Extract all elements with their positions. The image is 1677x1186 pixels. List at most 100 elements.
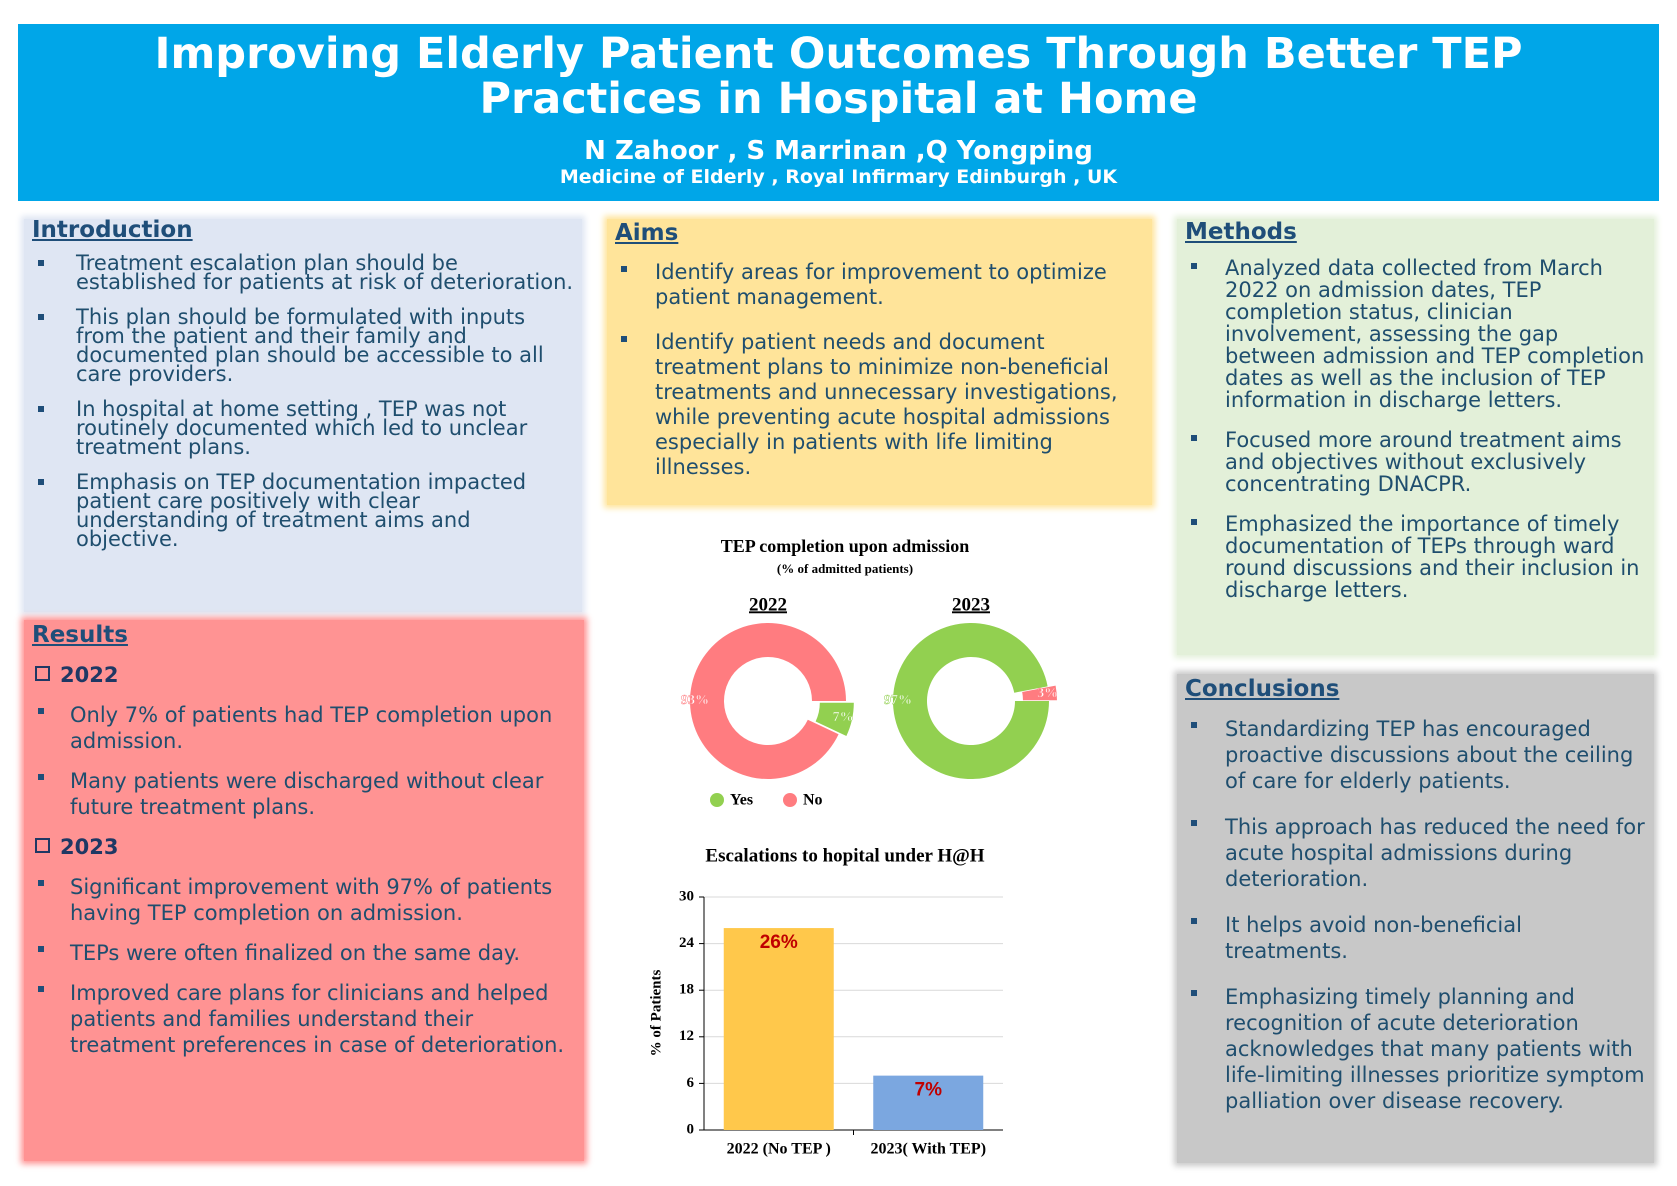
charts: TEP completion upon admission (% of admit… — [648, 536, 1058, 1158]
bullet-marker — [1191, 918, 1197, 924]
bullet-marker — [38, 880, 44, 886]
year-text: 2023 — [60, 835, 119, 859]
bullet-text: It helps avoid non-beneficial treatments… — [1225, 913, 1522, 963]
bullet-marker — [38, 406, 44, 412]
legend-label: Yes — [730, 792, 753, 809]
y-axis-label: % of Patients — [648, 970, 664, 1057]
bullet-item: Only 7% of patients had TEP completion u… — [32, 702, 576, 754]
bullet-text: Only 7% of patients had TEP completion u… — [70, 703, 553, 753]
bullet-text: This approach has reduced the need for a… — [1225, 815, 1645, 891]
checkbox-marker — [35, 838, 50, 853]
aims-panel: Aims Identify areas for improvement to op… — [607, 219, 1152, 505]
bullet-marker — [38, 986, 44, 992]
chart-subtitle: (% of admitted patients) — [777, 561, 913, 576]
bullet-text: This plan should be formulated with inpu… — [76, 305, 544, 386]
bar — [873, 1075, 984, 1130]
donut-value-label: 97% — [884, 693, 912, 708]
bullet-item: Treatment escalation plan should be esta… — [32, 251, 574, 294]
bullet-item: This plan should be formulated with inpu… — [32, 305, 574, 386]
year-heading: 2022 — [32, 662, 576, 688]
bullet-marker — [38, 260, 44, 266]
bullet-item: TEPs were often finalized on the same da… — [32, 940, 576, 966]
bullet-text: Emphasized the importance of timely docu… — [1225, 512, 1640, 602]
x-tick-label: 2022 (No TEP ) — [727, 1141, 831, 1158]
bullet-text: Analyzed data collected from March 2022 … — [1225, 256, 1645, 412]
bullet-item: Focused more around treatment aims and o… — [1185, 429, 1646, 495]
donut-slice — [815, 702, 854, 736]
bullet-item: Emphasizing timely planning and recognit… — [1185, 984, 1646, 1114]
bullet-marker — [1191, 435, 1197, 441]
donut-value-label: 7% — [833, 710, 854, 725]
bullet-marker — [38, 774, 44, 780]
bullet-text: Standardizing TEP has encouraged proacti… — [1225, 717, 1634, 793]
bar — [723, 928, 834, 1130]
y-tick-label: 0 — [687, 1121, 695, 1137]
chart-title: Escalations to hopital under H@H — [705, 845, 984, 866]
bullet-text: In hospital at home setting , TEP was no… — [76, 397, 528, 459]
donut-slice — [1022, 685, 1057, 701]
bullet-marker — [1191, 990, 1197, 996]
bullet-text: Emphasizing timely planning and recognit… — [1225, 985, 1645, 1113]
checkbox-marker — [35, 666, 50, 681]
introduction-panel: Introduction Treatment escalation plan sh… — [24, 219, 582, 612]
bullet-text: Focused more around treatment aims and o… — [1225, 428, 1622, 496]
year-text: 2022 — [60, 663, 119, 687]
title: Improving Elderly Patient Outcomes Throu… — [154, 29, 1523, 124]
bullet-marker — [621, 336, 627, 342]
header: Improving Elderly Patient Outcomes Throu… — [18, 24, 1659, 201]
bar-value-label: 26% — [760, 932, 798, 953]
donut-slice — [690, 622, 846, 779]
bullet-marker — [621, 266, 627, 272]
bullet-text: Significant improvement with 97% of pati… — [70, 875, 553, 925]
bullet-text: Treatment escalation plan should be esta… — [76, 251, 574, 294]
donut-value-label: 93% — [681, 693, 709, 708]
y-tick-label: 6 — [687, 1075, 695, 1091]
bullet-marker — [1191, 263, 1197, 269]
bullet-marker — [1191, 820, 1197, 826]
bullet-marker — [38, 314, 44, 320]
bullet-item: Standardizing TEP has encouraged proacti… — [1185, 716, 1646, 794]
authors: N Zahoor , S Marrinan ,Q Yongping — [584, 136, 1093, 166]
donut-year-label: 2023 — [952, 594, 990, 615]
section-heading: Results — [32, 622, 128, 648]
bullet-item: Many patients were discharged without cl… — [32, 768, 576, 820]
bullet-text: Identify areas for improvement to optimi… — [655, 260, 1107, 309]
bullet-marker — [38, 479, 44, 485]
bullet-text: Emphasis on TEP documentation impacted p… — [76, 470, 527, 551]
y-tick-label: 24 — [679, 935, 695, 951]
section-heading: Aims — [615, 220, 679, 246]
bullet-item: It helps avoid non-beneficial treatments… — [1185, 912, 1646, 964]
bullet-item: In hospital at home setting , TEP was no… — [32, 397, 574, 459]
results-panel: Results 2022 Only 7% of patients had TEP c… — [24, 620, 584, 1161]
bullet-text: Improved care plans for clinicians and h… — [70, 981, 565, 1057]
bullet-text: Identify patient needs and document trea… — [655, 330, 1118, 479]
bullet-marker — [38, 708, 44, 714]
legend-swatch — [783, 793, 797, 807]
bullet-item: Emphasis on TEP documentation impacted p… — [32, 470, 574, 551]
affiliation: Medicine of Elderly , Royal Infirmary Ed… — [559, 166, 1118, 188]
year-heading: 2023 — [32, 834, 576, 860]
donut-value-label: 3% — [1037, 686, 1058, 701]
x-tick-label: 2023( With TEP) — [870, 1141, 986, 1158]
donut-year-label: 2022 — [749, 594, 787, 615]
bullet-item: Analyzed data collected from March 2022 … — [1185, 257, 1646, 411]
bullet-marker — [1191, 722, 1197, 728]
bullet-item: Identify areas for improvement to optimi… — [615, 260, 1144, 310]
section-heading: Conclusions — [1185, 676, 1340, 702]
y-tick-label: 30 — [679, 888, 694, 904]
bullet-item: Improved care plans for clinicians and h… — [32, 980, 576, 1058]
bullet-text: Many patients were discharged without cl… — [70, 769, 544, 819]
bullet-marker — [38, 946, 44, 952]
conclusions-panel: Conclusions Standardizing TEP has encoura… — [1177, 674, 1654, 1163]
legend-label: No — [803, 792, 823, 809]
bullet-item: Emphasized the importance of timely docu… — [1185, 513, 1646, 601]
section-heading: Introduction — [32, 217, 193, 243]
bullet-marker — [1191, 519, 1197, 525]
chart-title: TEP completion upon admission — [721, 536, 970, 556]
y-tick-label: 12 — [679, 1028, 694, 1044]
y-tick-label: 18 — [679, 982, 694, 998]
legend-swatch — [710, 793, 724, 807]
bullet-text: TEPs were often finalized on the same da… — [70, 941, 521, 965]
bar-value-label: 7% — [915, 1080, 943, 1101]
